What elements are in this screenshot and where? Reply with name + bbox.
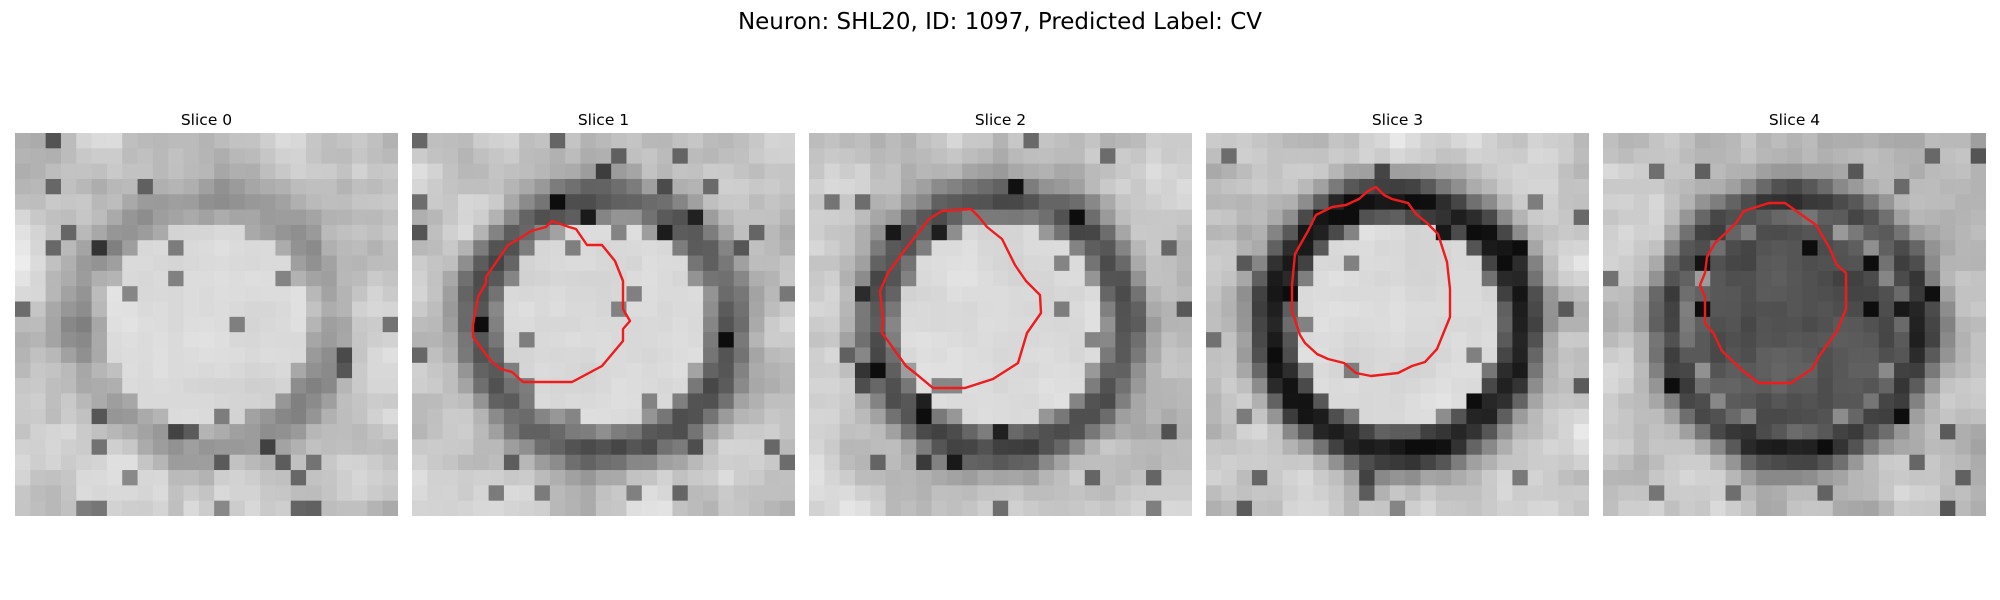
slice-image-2 <box>809 133 1192 516</box>
slice-title: Slice 4 <box>1768 111 1821 129</box>
slice-title: Slice 2 <box>974 111 1027 129</box>
slice-title: Slice 0 <box>180 111 233 129</box>
micrograph-pixels <box>412 133 795 516</box>
slice-title: Slice 3 <box>1371 111 1424 129</box>
segmentation-contour <box>471 219 632 384</box>
slice-panel-1: Slice 1 <box>412 108 795 516</box>
micrograph-pixels <box>15 133 398 516</box>
slice-panel-0: Slice 0 <box>15 108 398 516</box>
slice-title: Slice 1 <box>577 111 630 129</box>
micrograph-pixels <box>1206 133 1589 516</box>
micrograph-pixels <box>1603 133 1986 516</box>
figure-title: Neuron: SHL20, ID: 1097, Predicted Label… <box>737 9 1263 35</box>
micrograph-pixels <box>809 133 1192 516</box>
segmentation-contour <box>878 207 1043 390</box>
slice-image-0 <box>15 133 398 516</box>
slice-panel-2: Slice 2 <box>809 108 1192 516</box>
slice-panel-4: Slice 4 <box>1603 108 1986 516</box>
slice-panel-3: Slice 3 <box>1206 108 1589 516</box>
slice-image-3 <box>1206 133 1589 516</box>
segmentation-contour <box>1290 185 1452 378</box>
segmentation-contour <box>1698 201 1848 385</box>
slice-image-4 <box>1603 133 1986 516</box>
slice-image-1 <box>412 133 795 516</box>
